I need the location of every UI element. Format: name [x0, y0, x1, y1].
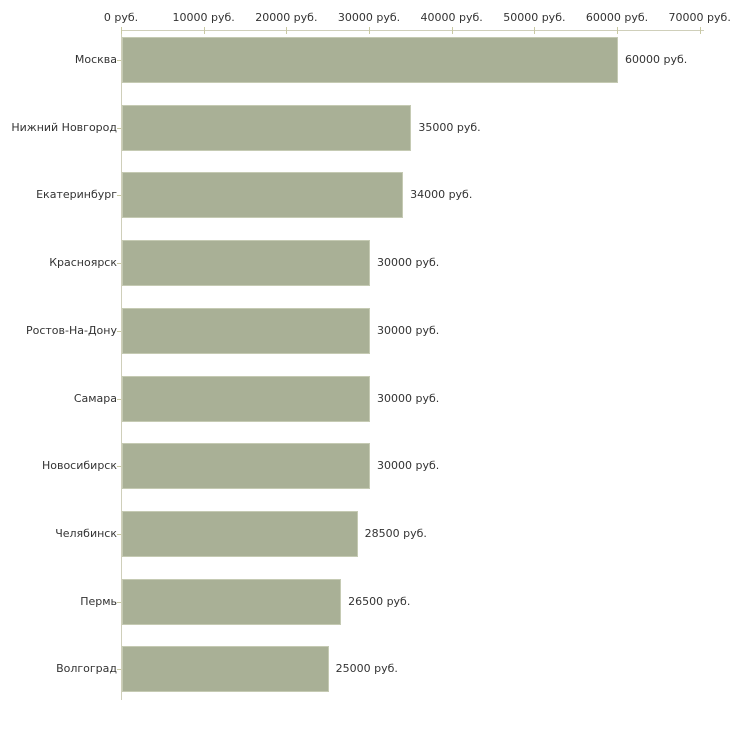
x-axis-tick — [203, 27, 205, 34]
x-axis-tick — [534, 27, 536, 34]
y-axis-line — [121, 30, 122, 700]
category-label: Москва — [74, 53, 117, 66]
value-label: 34000 руб. — [410, 188, 473, 202]
y-axis-tick — [117, 330, 121, 332]
value-label: 26500 руб. — [348, 594, 411, 608]
x-axis-line — [121, 30, 704, 31]
category-label: Волгоград — [56, 662, 117, 676]
category-label: Самара — [73, 391, 117, 405]
x-axis-tick — [617, 27, 619, 34]
value-label: 28500 руб. — [364, 527, 427, 541]
x-axis-tick-label: 70000 руб. — [668, 11, 730, 24]
bar — [122, 443, 370, 490]
category-label: Новосибирск — [41, 459, 117, 473]
bar — [122, 578, 342, 625]
bar — [122, 307, 370, 354]
value-label: 25000 руб. — [335, 662, 398, 676]
x-axis-tick-label: 50000 руб. — [503, 11, 566, 24]
x-axis-tick — [286, 27, 288, 34]
bar — [122, 37, 619, 83]
x-axis-tick-label: 20000 руб. — [255, 11, 318, 24]
category-label: Нижний Новгород — [11, 120, 117, 134]
x-axis-tick-label: 60000 руб. — [585, 11, 649, 24]
y-axis-tick — [117, 263, 121, 265]
category-label: Екатеринбург — [36, 188, 117, 202]
y-axis-tick — [117, 534, 121, 536]
category-label: Челябинск — [55, 527, 117, 541]
y-axis-tick — [117, 466, 121, 468]
y-axis-tick — [117, 669, 121, 671]
x-axis-tick-label: 0 руб. — [103, 11, 139, 24]
category-label: Красноярск — [49, 256, 117, 270]
x-axis-tick — [121, 27, 122, 34]
y-axis-tick — [117, 60, 121, 61]
y-axis-tick — [117, 601, 121, 603]
category-label: Пермь — [80, 594, 117, 608]
bar — [122, 240, 370, 287]
bar — [122, 172, 404, 219]
value-label: 30000 руб. — [377, 459, 440, 473]
x-axis-tick — [451, 27, 453, 34]
x-axis-tick-label: 40000 руб. — [420, 11, 483, 24]
bar — [122, 104, 412, 151]
bar — [122, 646, 329, 693]
y-axis-tick — [117, 195, 121, 197]
y-axis-tick — [117, 127, 121, 129]
category-label: Ростов-На-Дону — [25, 323, 117, 337]
value-label: 30000 руб. — [377, 391, 440, 405]
value-label: 60000 руб. — [625, 53, 688, 66]
y-axis-tick — [117, 398, 121, 400]
value-label: 35000 руб. — [418, 120, 481, 134]
bar — [122, 375, 370, 422]
value-label: 30000 руб. — [377, 323, 440, 337]
value-label: 30000 руб. — [377, 256, 440, 270]
x-axis-tick — [369, 27, 370, 34]
bar — [122, 511, 358, 558]
x-axis-tick — [699, 27, 701, 34]
x-axis-tick-label: 10000 руб. — [172, 11, 235, 24]
x-axis-tick-label: 30000 руб. — [337, 11, 401, 24]
